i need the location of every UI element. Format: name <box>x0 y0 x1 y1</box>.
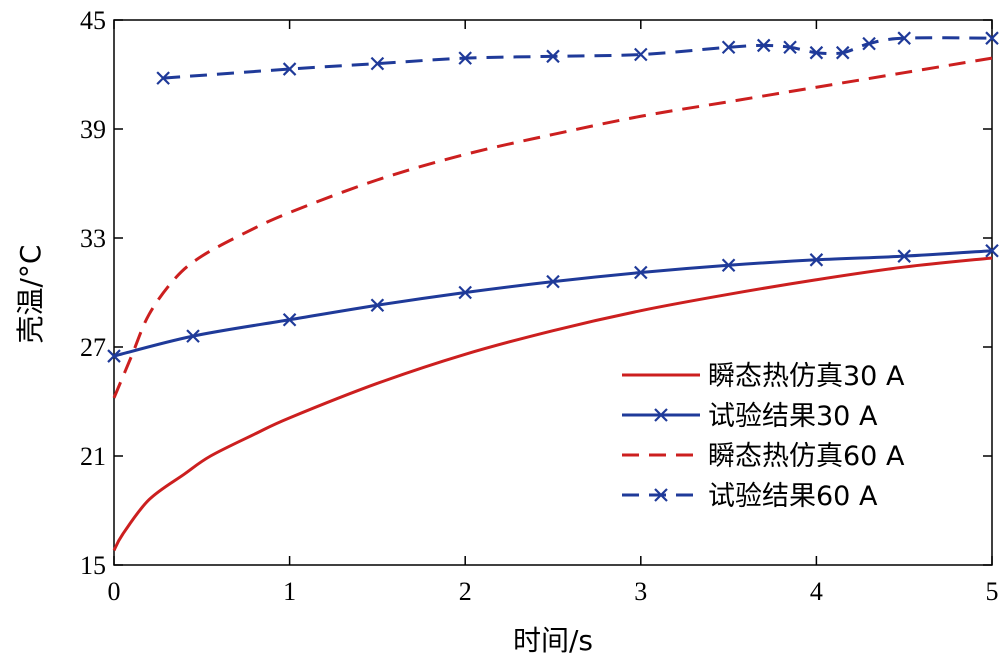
series-marker-4-stroke <box>458 51 472 65</box>
series-marker-2-stroke <box>546 274 560 289</box>
series-marker-2-stroke <box>370 298 385 312</box>
legend-label: 瞬态热仿真60 A <box>708 441 905 472</box>
series-marker-2-stroke <box>985 243 999 258</box>
series-marker-4-stroke <box>282 62 297 76</box>
x-tick-label: 0 <box>108 577 121 606</box>
series-marker-4-stroke <box>835 45 850 60</box>
y-tick-label: 45 <box>80 6 106 35</box>
legend-marker-stroke <box>654 408 668 422</box>
x-tick-label: 2 <box>459 577 472 606</box>
series-marker-4-stroke <box>546 49 560 64</box>
series-marker-4 <box>546 49 560 64</box>
series-marker-2 <box>186 329 200 343</box>
x-tick-label: 1 <box>283 577 296 606</box>
series-marker-4 <box>458 51 472 65</box>
series-marker-4-stroke <box>634 47 648 62</box>
series-line-4 <box>163 36 993 80</box>
series-marker-4 <box>862 36 876 51</box>
series-marker-2 <box>107 349 121 363</box>
series-marker-4-stroke <box>783 40 797 55</box>
series-marker-2 <box>370 298 385 312</box>
series-marker-2 <box>282 312 297 327</box>
series-marker-4 <box>897 31 911 45</box>
y-axis-title: 壳温/°C <box>14 245 47 344</box>
series-marker-2-stroke <box>282 312 297 327</box>
series-marker-4 <box>835 45 850 60</box>
series-marker-4 <box>370 56 385 71</box>
series-marker-4-stroke <box>370 56 385 71</box>
series-marker-2 <box>458 285 472 300</box>
y-tick-label: 21 <box>80 442 106 471</box>
legend-label: 试验结果60 A <box>708 481 878 512</box>
series-marker-4-stroke <box>862 36 876 51</box>
legend-label: 瞬态热仿真30 A <box>708 361 905 392</box>
series-marker-2 <box>809 253 824 267</box>
series-marker-4-stroke <box>721 40 736 55</box>
legend-marker-stroke <box>654 488 668 502</box>
series-marker-2 <box>721 258 736 273</box>
series-marker-2 <box>546 274 560 289</box>
series-marker-4-stroke <box>156 71 170 85</box>
series-marker-4 <box>809 45 824 60</box>
legend: 瞬态热仿真30 A 试验结果30 A 瞬态热仿真60 A 试验结果60 A <box>622 361 905 512</box>
series-marker-2-stroke <box>634 265 648 280</box>
legend-marker <box>654 408 668 422</box>
y-tick-label: 27 <box>80 333 106 362</box>
series-marker-2-stroke <box>186 329 200 343</box>
x-tick-label: 3 <box>634 577 647 606</box>
series-marker-2 <box>634 265 648 280</box>
series-marker-4-stroke <box>809 45 824 60</box>
y-tick-label: 15 <box>80 551 106 580</box>
series-marker-2-stroke <box>809 253 824 267</box>
series-marker-4-stroke <box>985 31 999 45</box>
series-marker-2-stroke <box>897 249 911 263</box>
series-marker-4 <box>756 38 771 53</box>
legend-marker <box>654 488 668 502</box>
y-tick-label: 33 <box>80 224 106 253</box>
series-marker-2-stroke <box>458 285 472 300</box>
legend-item: 瞬态热仿真30 A <box>622 361 905 392</box>
x-axis-title: 时间/s <box>513 624 593 657</box>
y-tick-label: 39 <box>80 115 106 144</box>
plot-frame <box>113 19 993 566</box>
series-line-3 <box>112 56 993 399</box>
series-marker-4 <box>634 47 648 62</box>
legend-item: 试验结果30 A <box>622 401 878 432</box>
x-tick-label: 4 <box>810 577 823 606</box>
series-line-1 <box>112 256 993 552</box>
series-marker-2 <box>897 249 911 263</box>
series-marker-4 <box>783 40 797 55</box>
series-marker-2-stroke <box>107 349 121 363</box>
legend-label: 试验结果30 A <box>708 401 878 432</box>
legend-item: 试验结果60 A <box>622 481 878 512</box>
legend-item: 瞬态热仿真60 A <box>622 441 905 472</box>
series-marker-2 <box>985 243 999 258</box>
series-marker-4-stroke <box>756 38 771 53</box>
x-tick-label: 5 <box>986 577 999 606</box>
series-marker-4 <box>156 71 170 85</box>
series-marker-4-stroke <box>897 31 911 45</box>
series-marker-4 <box>721 40 736 55</box>
series-marker-2-stroke <box>721 258 736 273</box>
series-marker-4 <box>985 31 999 45</box>
series-marker-4 <box>282 62 297 76</box>
plot-area <box>107 31 999 552</box>
series-line-2 <box>113 249 993 358</box>
